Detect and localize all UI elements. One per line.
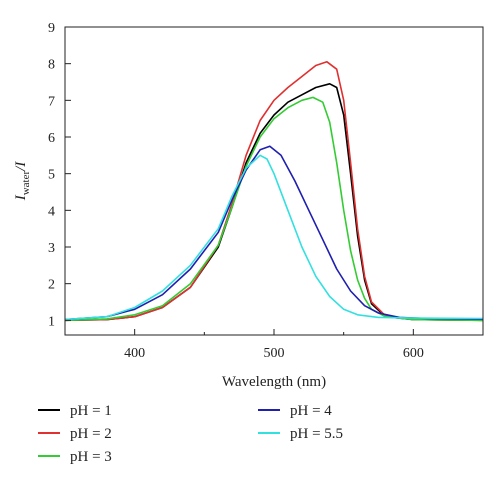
plot-frame (64, 26, 484, 336)
legend-item-2: pH = 2 (38, 426, 112, 442)
y-tick-label: 9 (48, 21, 55, 36)
series-line-4 (64, 145, 484, 321)
plot-area (64, 61, 484, 322)
x-tick-label: 400 (124, 346, 145, 361)
series-line-2 (64, 61, 484, 322)
legend-item-3: pH = 3 (38, 449, 112, 465)
y-tick-label: 8 (48, 58, 55, 73)
legend: pH = 1 pH = 2 pH = 3 pH = 4 pH = 5.5 (38, 403, 343, 465)
y-tick-label: 7 (48, 94, 55, 109)
legend-label: pH = 1 (70, 403, 112, 419)
y-axis-title-main: I (13, 194, 29, 201)
legend-label: pH = 3 (70, 449, 112, 465)
y-tick-label: 3 (48, 241, 55, 256)
axes: 400 500 600 1 2 3 4 5 6 7 8 9 (48, 21, 484, 361)
legend-label: pH = 5.5 (290, 426, 343, 442)
y-tick-label: 2 (48, 278, 55, 293)
series-line-5 (64, 154, 484, 321)
y-tick-label: 5 (48, 168, 55, 183)
x-tick-label: 500 (264, 346, 285, 361)
y-tick-label: 4 (48, 204, 55, 219)
y-axis-title-subscript: water (20, 171, 32, 196)
x-axis-title: Wavelength (nm) (222, 374, 326, 390)
legend-item-4: pH = 4 (258, 403, 332, 419)
legend-item-5: pH = 5.5 (258, 426, 343, 442)
legend-item-1: pH = 1 (38, 403, 112, 419)
series-line-3 (64, 96, 484, 322)
y-axis-title: Iwater/I (13, 161, 32, 202)
x-tick-label: 600 (403, 346, 424, 361)
legend-label: pH = 2 (70, 426, 112, 442)
y-axis-title-tail: /I (13, 161, 29, 172)
y-tick-label: 6 (48, 131, 55, 146)
y-tick-label: 1 (48, 314, 55, 329)
legend-label: pH = 4 (290, 403, 332, 419)
